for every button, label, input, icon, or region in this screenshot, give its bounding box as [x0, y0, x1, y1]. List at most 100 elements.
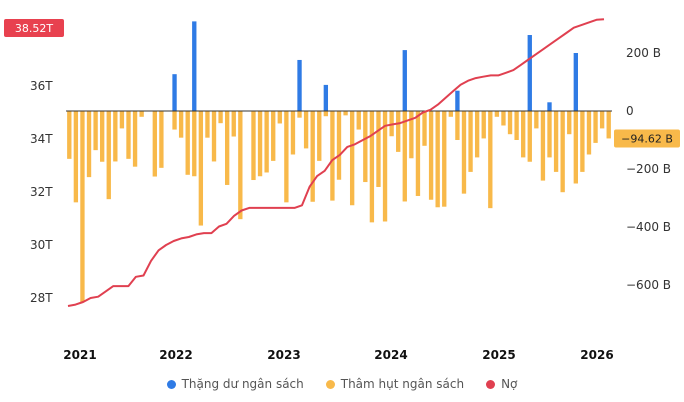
deficit-bar — [336, 111, 342, 180]
deficit-bar — [330, 111, 335, 201]
deficit-bar — [402, 111, 407, 202]
deficit-bar — [211, 111, 217, 162]
deficit-bar — [547, 111, 552, 158]
deficit-bar — [178, 111, 184, 138]
deficit-bar — [586, 111, 592, 155]
left-axis: 28T30T32T34T36T38T — [30, 26, 53, 305]
deficit-bar — [534, 111, 539, 129]
deficit-bar — [251, 111, 256, 181]
surplus-bar — [527, 35, 532, 111]
deficit-bar — [119, 111, 125, 129]
x-tick-label: 2023 — [267, 348, 300, 362]
surplus-bar — [172, 74, 177, 111]
legend-item-deficit[interactable]: Thâm hụt ngân sách — [325, 377, 465, 391]
deficit-bar — [185, 111, 190, 175]
x-tick-label: 2026 — [580, 348, 613, 362]
deficit-bar — [507, 111, 513, 135]
deficit-bar — [435, 111, 440, 208]
deficit-bar — [192, 111, 197, 177]
right-tick-label: 0 — [626, 104, 634, 118]
plot-area — [66, 18, 612, 307]
deficit-bar — [317, 111, 322, 161]
deficit-bar — [231, 111, 236, 137]
deficit-bar — [297, 111, 302, 118]
deficit-bar — [205, 111, 210, 138]
deficit-bar — [93, 111, 98, 151]
legend: Thặng dư ngân sách Thâm hụt ngân sách Nợ — [0, 377, 684, 391]
deficit-bar — [580, 111, 585, 172]
deficit-bar — [461, 111, 467, 194]
legend-item-debt[interactable]: Nợ — [486, 377, 517, 391]
deficit-bar — [257, 111, 263, 177]
deficit-bar — [599, 111, 605, 129]
deficit-bar — [448, 111, 454, 117]
deficit-bar — [284, 111, 289, 203]
deficit-dot-icon — [325, 379, 335, 389]
x-axis: 2021 2022 2023 2024 2025 2026 — [63, 348, 613, 362]
deficit-bar — [113, 111, 118, 162]
right-tick-label: −200 B — [626, 162, 671, 176]
value-badges: 38.52T −94.62 B — [4, 19, 680, 148]
deficit-bar — [238, 111, 243, 220]
legend-label-surplus: Thặng dư ngân sách — [181, 377, 304, 391]
left-tick-label: 34T — [30, 132, 53, 146]
deficit-bar — [198, 111, 204, 226]
right-tick-label: −600 B — [626, 278, 671, 292]
surplus-dot-icon — [166, 379, 176, 389]
deficit-bar — [514, 111, 519, 140]
debt-value-label: 38.52T — [15, 22, 53, 35]
left-tick-label: 32T — [30, 185, 53, 199]
legend-label-deficit: Thâm hụt ngân sách — [340, 377, 465, 391]
deficit-bar — [494, 111, 500, 117]
deficit-bar — [290, 111, 296, 155]
right-tick-label: −400 B — [626, 220, 671, 234]
balance-value-label: −94.62 B — [621, 132, 673, 145]
surplus-bar — [455, 90, 460, 111]
chart: 2021 2022 2023 2024 2025 2026 28T 30T 32T 34T 36T… — [4, 18, 680, 362]
x-tick-label: 2024 — [374, 348, 407, 362]
deficit-bar — [369, 111, 375, 223]
debt-dot-icon — [486, 379, 496, 389]
x-tick-label: 2022 — [159, 348, 192, 362]
deficit-bar — [382, 111, 388, 222]
deficit-bar — [428, 111, 434, 200]
balance-value-badge — [614, 129, 680, 148]
deficit-bar — [100, 111, 105, 162]
legend-item-surplus[interactable]: Thặng dư ngân sách — [166, 377, 304, 391]
deficit-bar — [606, 111, 611, 139]
deficit-bar — [415, 111, 421, 196]
right-axis: 200 B 0 −200 B −400 B −600 B — [626, 46, 671, 292]
deficit-bar — [363, 111, 368, 183]
deficit-bar — [139, 111, 144, 117]
deficit-bar — [303, 111, 309, 149]
deficit-bar — [540, 111, 546, 181]
deficit-bar — [152, 111, 157, 177]
left-tick-label: 28T — [30, 291, 53, 305]
deficit-bar — [172, 111, 177, 130]
deficit-bar — [488, 111, 493, 209]
surplus-bar — [323, 84, 329, 111]
deficit-bar — [481, 111, 486, 139]
deficit-bar — [560, 111, 565, 193]
left-tick-label: 36T — [30, 79, 53, 93]
deficit-bar — [67, 111, 72, 159]
deficit-bar — [409, 111, 414, 159]
deficit-bar — [593, 111, 598, 143]
deficit-bar — [527, 111, 532, 162]
deficit-bar — [264, 111, 269, 173]
deficit-bar — [396, 111, 401, 152]
deficit-bar — [80, 111, 85, 303]
x-tick-label: 2021 — [63, 348, 96, 362]
left-tick-label: 30T — [30, 238, 53, 252]
surplus-bar — [297, 59, 302, 111]
deficit-bar — [271, 111, 276, 161]
deficit-bar — [468, 111, 473, 172]
deficit-bar — [455, 111, 460, 140]
surplus-bar — [573, 53, 578, 111]
deficit-bar — [106, 111, 111, 200]
surplus-bar — [402, 50, 407, 111]
surplus-bar — [192, 21, 197, 111]
debt-value-badge — [4, 19, 64, 37]
deficit-bar — [567, 111, 572, 135]
deficit-bar — [474, 111, 480, 158]
